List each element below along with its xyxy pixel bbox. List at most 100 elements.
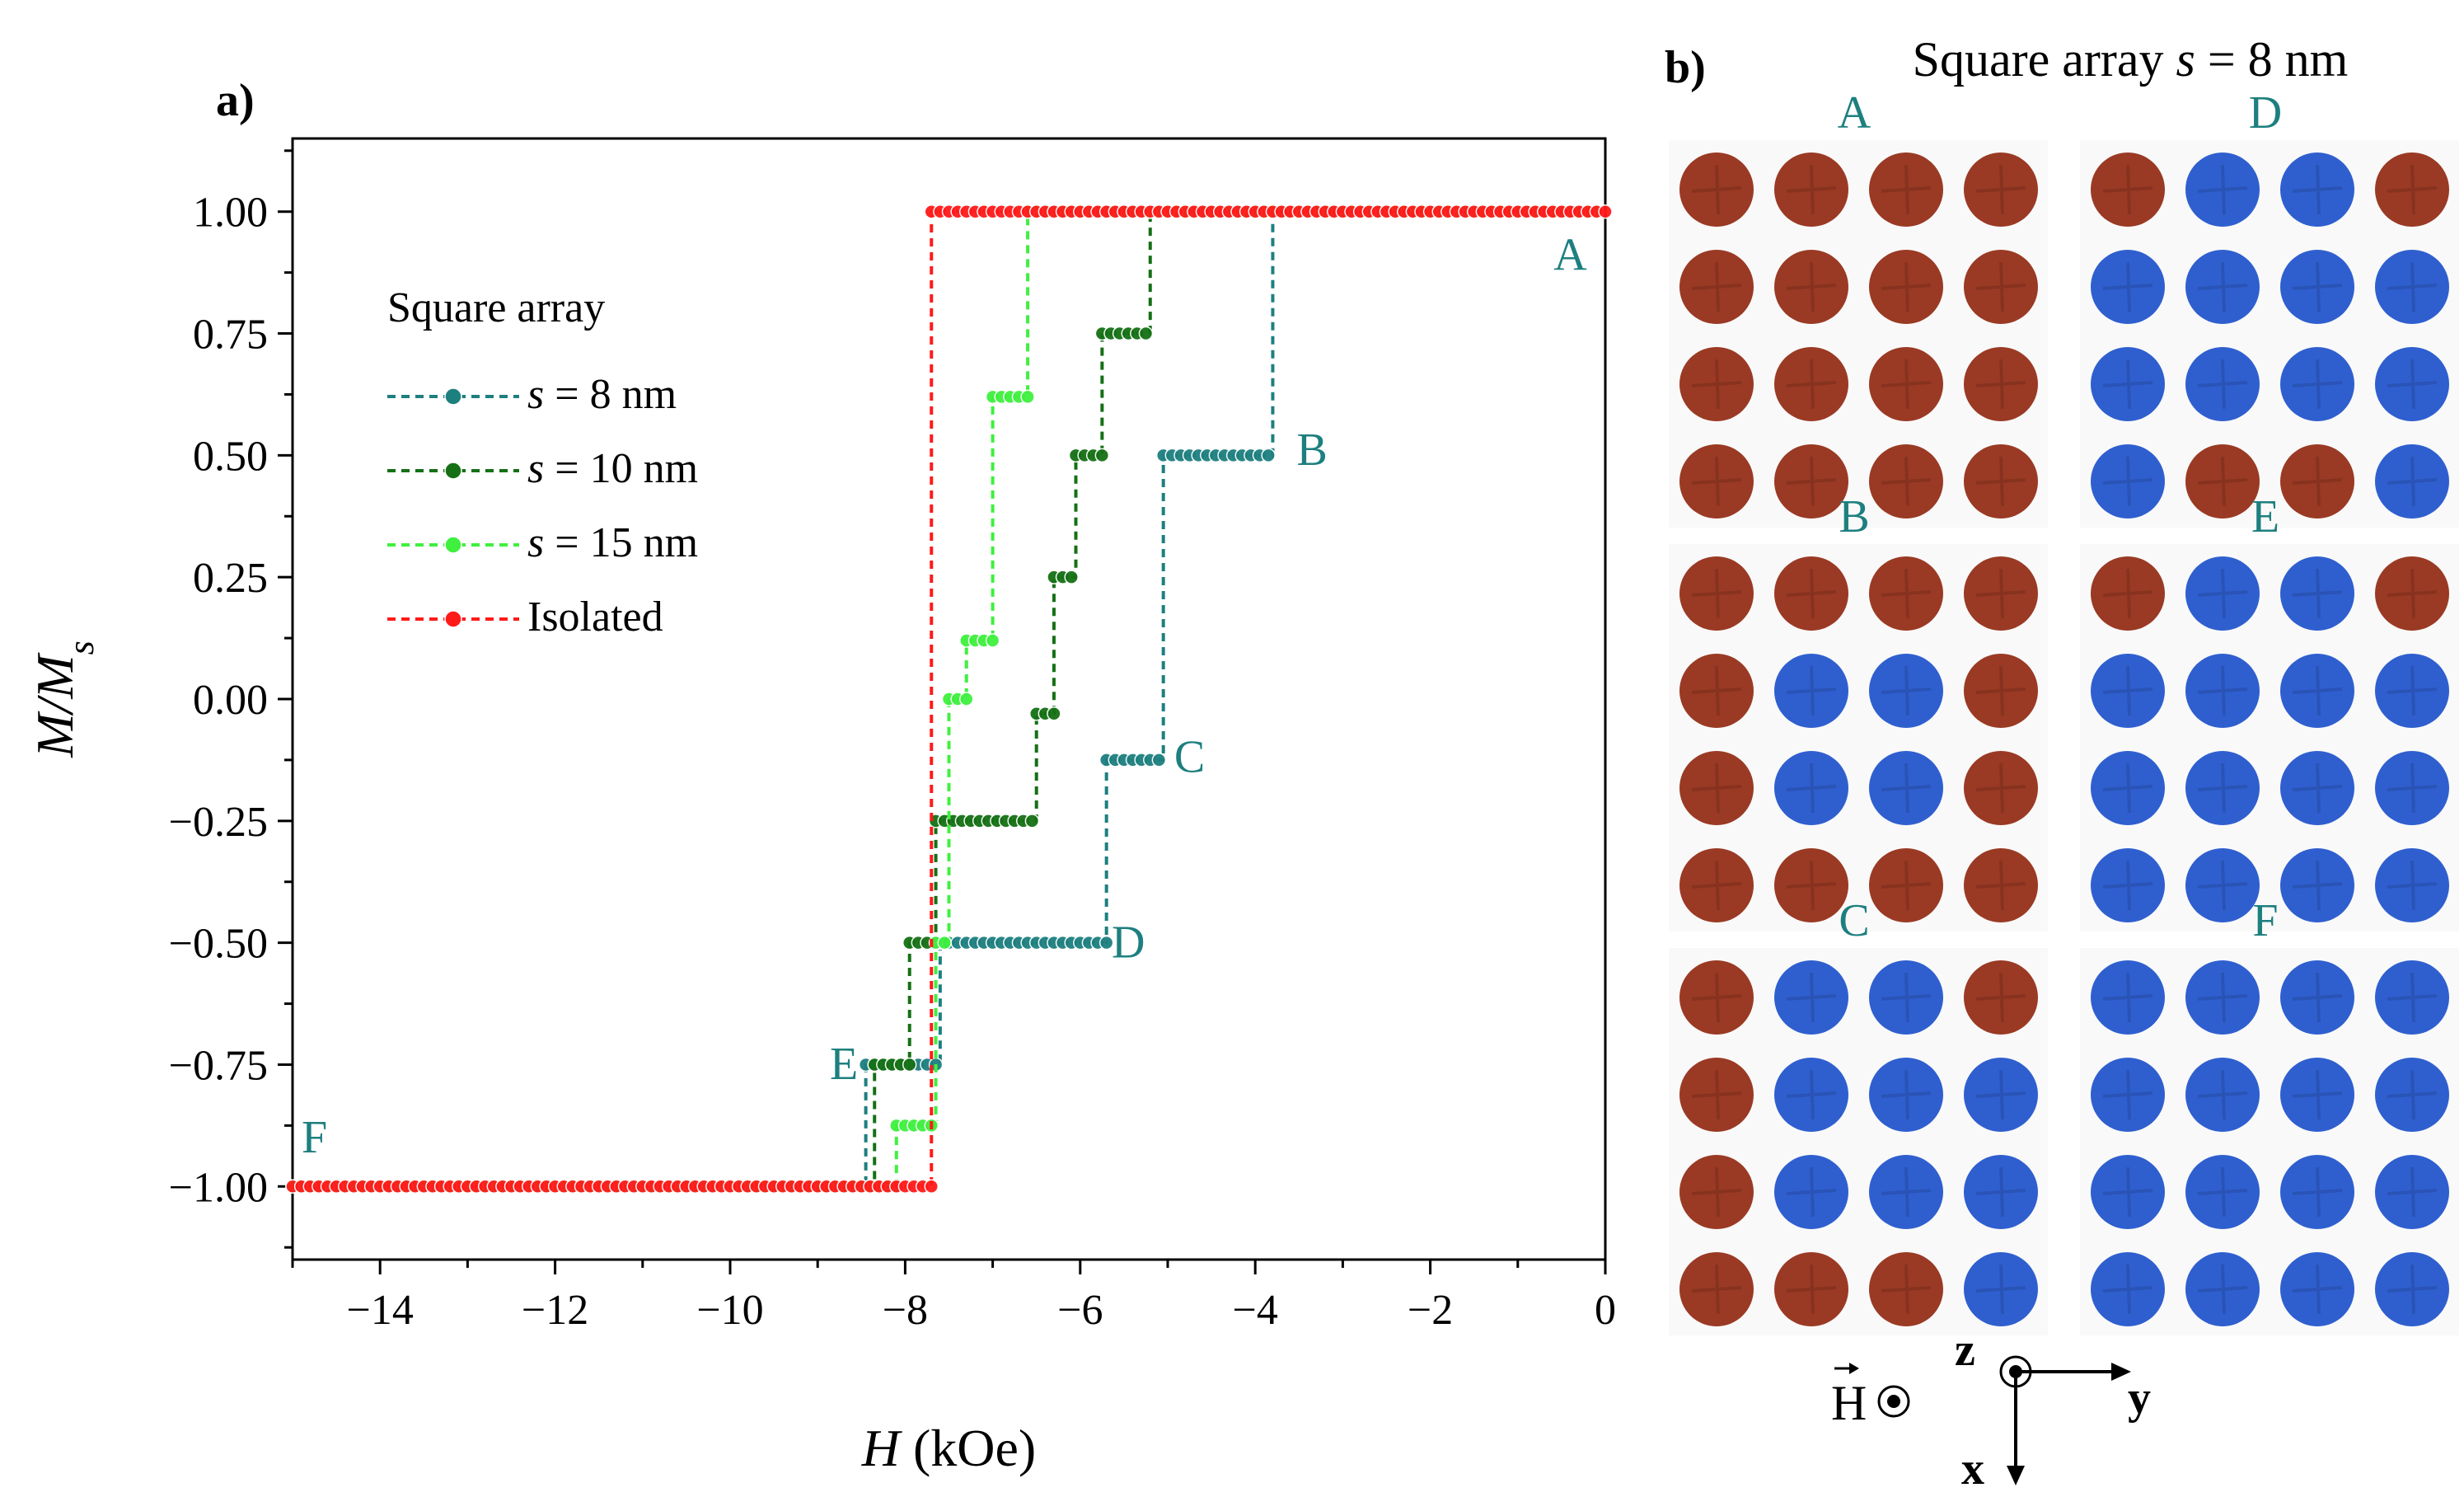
nanodot-down — [1869, 654, 1943, 728]
y-axis-title: M/Ms — [26, 641, 101, 758]
nanodot-up — [1964, 250, 2038, 324]
annotation-C: C — [1174, 732, 1205, 783]
nanodot-down — [2375, 960, 2449, 1035]
state-label: B — [1839, 491, 1869, 542]
nanodot-texture — [2387, 1069, 2438, 1120]
nanodot-texture — [1786, 665, 1837, 716]
nanodot-texture — [1975, 665, 2026, 716]
nanodot-up — [1679, 654, 1754, 728]
nanodot-texture — [1975, 1264, 2026, 1315]
nanodot-texture — [1786, 1069, 1837, 1120]
state-D: D — [2080, 87, 2459, 528]
nanodot-up — [1964, 556, 2038, 631]
nanodot-down — [2375, 848, 2449, 922]
nanodot-down — [2091, 654, 2165, 728]
series-line-s8 — [293, 209, 1597, 1189]
x-tick-label: −4 — [1233, 1287, 1278, 1334]
nanodot-texture — [1881, 665, 1932, 716]
nanodot-up — [1964, 444, 2038, 519]
nanodot-up — [1774, 153, 1848, 227]
nanodot-up — [2091, 153, 2165, 227]
nanodot-down — [2280, 751, 2354, 825]
legend-label-rest: = 15 nm — [544, 519, 698, 566]
annotation-D: D — [1112, 917, 1145, 968]
nanodot-texture — [1881, 860, 1932, 911]
x-tick-label: −6 — [1057, 1287, 1103, 1334]
nanodot-texture — [1691, 261, 1742, 312]
nanodot-texture — [1975, 456, 2026, 507]
nanodot-texture — [1975, 1069, 2026, 1120]
nanodot-up — [2375, 556, 2449, 631]
nanodot-texture — [1786, 1166, 1837, 1218]
nanodot-texture — [2102, 456, 2153, 507]
nanodot-down — [2280, 848, 2354, 922]
nanodot-down — [2280, 556, 2354, 631]
data-point-s10 — [902, 1057, 917, 1072]
legend-label-var: s — [527, 371, 544, 418]
nanodot-down — [2280, 1058, 2354, 1132]
legend-label-rest: = 8 nm — [544, 371, 677, 418]
nanodot-texture — [2292, 972, 2343, 1023]
nanodot-texture — [1881, 359, 1932, 410]
data-point-s15 — [985, 633, 1000, 648]
x-axis-title: H (kOe) — [861, 1419, 1036, 1477]
nanodot-texture — [1881, 568, 1932, 619]
nanodot-up — [1869, 153, 1943, 227]
nanodot-down — [2185, 556, 2260, 631]
y-tick-label: 0.00 — [193, 677, 268, 724]
nanodot-up — [1679, 1252, 1754, 1326]
data-point-s8 — [1098, 935, 1114, 950]
nanodot-up — [1679, 347, 1754, 421]
coordinate-axes: z y x — [1955, 1325, 2151, 1495]
legend-marker-s15 — [444, 536, 462, 554]
nanodot-texture — [2292, 359, 2343, 410]
nanodot-texture — [1975, 860, 2026, 911]
nanodot-up — [2375, 153, 2449, 227]
nanodot-texture — [2387, 972, 2438, 1023]
field-label: H — [1831, 1376, 1867, 1430]
nanodot-down — [1964, 1252, 2038, 1326]
nanodot-down — [2185, 250, 2260, 324]
nanodot-up — [1679, 250, 1754, 324]
nanodot-up — [1869, 250, 1943, 324]
nanodot-texture — [2197, 261, 2248, 312]
nanodot-texture — [1786, 456, 1837, 507]
nanodot-texture — [2387, 568, 2438, 619]
y-axis-title-main: M/M — [26, 652, 84, 758]
nanodot-down — [2091, 960, 2165, 1035]
nanodot-texture — [1975, 164, 2026, 215]
y-tick-label: 0.50 — [193, 433, 268, 480]
data-point-isolated — [924, 1179, 939, 1194]
nanodot-down — [1869, 960, 1943, 1035]
state-F: F — [2080, 895, 2459, 1335]
nanodot-down — [1869, 751, 1943, 825]
nanodot-down — [2185, 1252, 2260, 1326]
nanodot-texture — [2197, 972, 2248, 1023]
nanodot-down — [2185, 848, 2260, 922]
nanodot-texture — [1786, 972, 1837, 1023]
nanodot-down — [2375, 347, 2449, 421]
nanodot-down — [2280, 960, 2354, 1035]
nanodot-up — [1869, 444, 1943, 519]
nanodot-down — [1774, 1155, 1848, 1229]
y-tick-label: 1.00 — [193, 190, 268, 237]
y-tick-label: 0.25 — [193, 555, 268, 602]
nanodot-texture — [1975, 261, 2026, 312]
annotation-E: E — [830, 1039, 858, 1090]
nanodot-texture — [1691, 568, 1742, 619]
nanodot-down — [2375, 250, 2449, 324]
nanodot-texture — [2102, 261, 2153, 312]
x-axis-label: x — [1961, 1443, 1984, 1495]
nanodot-texture — [2387, 164, 2438, 215]
x-axis-title-unit: (kOe) — [900, 1419, 1036, 1477]
nanodot-up — [1869, 556, 1943, 631]
nanodot-down — [2091, 1155, 2165, 1229]
nanodot-texture — [1691, 1166, 1742, 1218]
nanodot-up — [1869, 848, 1943, 922]
state-A: A — [1669, 87, 2048, 528]
out-of-plane-circle-icon — [1877, 1385, 1910, 1418]
state-B: B — [1669, 491, 2048, 932]
field-vector-arrowhead — [1849, 1363, 1859, 1374]
nanodot-texture — [1881, 1166, 1932, 1218]
